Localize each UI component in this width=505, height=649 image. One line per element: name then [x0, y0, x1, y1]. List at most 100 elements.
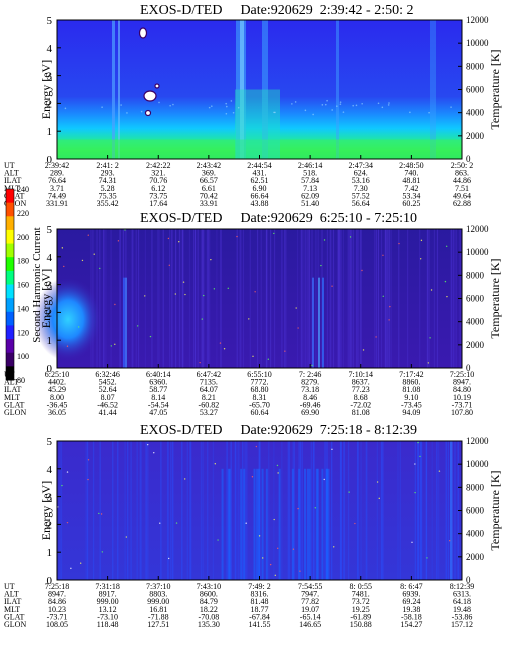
panel-3-speckle — [274, 574, 276, 577]
panel-2-ephemeris-value: 8637. — [352, 378, 370, 387]
panel-2-streak — [99, 229, 101, 368]
panel-2-speckle — [199, 361, 201, 364]
panel-2-speckle — [114, 343, 116, 345]
panel-2-streak — [151, 229, 153, 368]
panel-3-ephemeris-value: 19.48 — [453, 605, 471, 614]
panel-3-speckle — [66, 521, 69, 524]
panel-2-speckle — [99, 267, 101, 270]
panel-2-streak — [450, 229, 452, 368]
panel-3-speckle — [354, 522, 356, 525]
panel-3-y-tick-label: 3 — [47, 492, 53, 504]
panel-3-streak — [417, 441, 419, 580]
panel-2-streak — [260, 229, 262, 368]
panel-3-name: EXOS-D/TED — [140, 423, 223, 438]
colorbar-swatch — [6, 270, 14, 285]
panel-2-speckle — [182, 281, 185, 283]
panel-2-streak — [285, 229, 287, 368]
panel-2-ephemeris-value: 10.19 — [453, 393, 471, 402]
panel-3-time-range: 7:25:18 - 8:12:39 — [319, 423, 417, 438]
panel-2-speckle — [420, 239, 423, 242]
panel-2-speckle — [398, 242, 400, 245]
panel-3-speckle — [125, 536, 128, 538]
panel-3-ephemeris-value: 154.27 — [400, 620, 422, 629]
panel-1-speckle — [211, 105, 213, 107]
panel-2-ephemeris-value: 8.68 — [354, 393, 368, 402]
panel-3-streak — [293, 441, 295, 580]
panel-3-y-tick-label: 5 — [47, 436, 53, 448]
panel-2-streak — [144, 229, 147, 368]
panel-2-speckle — [273, 232, 275, 235]
panel-2-streak — [216, 229, 218, 368]
panel-1-y-tick-label: 0 — [47, 154, 53, 166]
panel-3-ephemeris-value: 150.88 — [350, 620, 372, 629]
panel-3-date: Date:920629 — [240, 423, 313, 438]
panel-3-streak — [273, 441, 275, 580]
panel-2-streak — [181, 229, 183, 368]
panel-2-speckle — [295, 307, 297, 309]
panel-3-streak — [236, 441, 238, 580]
panel-2-y2-axis: 0 2000 4000 6000 8000 10000 12000 Temperature [… — [458, 224, 502, 373]
panel-1-y2-tick-label: 8000 — [466, 61, 485, 71]
panel-3-y-tick-label: 2 — [47, 519, 53, 531]
panel-1-speckle — [101, 106, 103, 108]
panel-3-y2-tick-label: 2000 — [466, 552, 485, 562]
panel-3-ephemeris-label: ILAT — [4, 597, 21, 606]
panel-2-speckle — [254, 291, 256, 293]
panel-2-ephemeris-value: 7772. — [251, 378, 269, 387]
panel-1-speckle — [225, 102, 228, 105]
panel-1-speckle — [409, 111, 411, 114]
panel-1-ephemeris-value: 6.12 — [151, 184, 165, 193]
panel-3-speckle — [101, 551, 104, 553]
panel-2-speckle — [331, 285, 333, 287]
panel-3-speckle — [323, 478, 325, 481]
panel-2-speckle — [252, 355, 254, 358]
panel-2-streak — [273, 229, 276, 368]
panel-3-speckle — [299, 570, 301, 572]
panel-2-streak — [359, 229, 361, 368]
panel-1-y-tick-label: 1 — [47, 126, 53, 138]
panel-3-ephemeris-value: 64.18 — [453, 597, 471, 606]
panel-1-y2-tick-label: 2000 — [466, 131, 485, 141]
panel-3-streak — [145, 441, 147, 580]
panel-2-ephemeris-value: 69.90 — [301, 408, 319, 417]
panel-3-speckle — [153, 452, 155, 454]
panel-3-ephemeris-value: -61.89 — [350, 612, 371, 621]
panel-1-speckle — [120, 104, 122, 106]
panel-1-speckle — [321, 104, 324, 106]
panel-1-y2-tick-label: 4000 — [466, 108, 485, 118]
panel-3-streak — [117, 441, 119, 580]
panel-3-y2-tick-label: 6000 — [466, 506, 485, 516]
panel-3-speckle — [70, 567, 72, 570]
panel-2-streak — [308, 229, 311, 368]
panel-3-streak — [166, 441, 169, 580]
panel-3-ephemeris-value: 108.05 — [46, 620, 68, 629]
panel-1-enhancement — [235, 89, 280, 159]
panel-3-streak — [238, 441, 240, 580]
panel-3-speckle — [175, 522, 178, 524]
panel-2-streak — [455, 229, 457, 368]
panel-2-speckle — [213, 288, 216, 290]
panel-2-speckle — [362, 349, 365, 351]
panel-2-streak — [201, 229, 203, 368]
panel-1: 0 1 2 3 4 5 Energy [eV] 0 2000 4000 6000 8000 10000 1… — [4, 15, 502, 208]
panel-2-ephemeris-value: 53.27 — [200, 408, 218, 417]
panel-1-speckle — [342, 111, 345, 113]
panel-3-y2-tick-label: 8000 — [466, 482, 485, 492]
panel-2-ephemeris-value: 7:17:42 — [399, 370, 423, 379]
panel-2-streak — [266, 229, 268, 368]
panel-2-y2-tick-label: 2000 — [466, 340, 485, 350]
panel-2-ephemeris-value: 6:55:10 — [247, 370, 271, 379]
panel-3-speckle — [269, 563, 272, 566]
panel-3-streak — [189, 441, 191, 580]
panel-2-speckle — [382, 295, 384, 298]
panel-2-speckle — [168, 264, 170, 267]
panel-2-streak — [350, 229, 352, 368]
panel-2-speckle — [284, 350, 286, 352]
panel-3-ephemeris-value: 999.00 — [147, 597, 169, 606]
panel-2-speckle — [136, 325, 139, 327]
panel-2-streak — [375, 229, 377, 368]
panel-1-ephemeris-value: 70.42 — [200, 191, 218, 200]
panel-3-ephemeris-value: 7:54:55 — [298, 582, 322, 591]
panel-2-streak — [132, 229, 134, 368]
panel-3-speckle — [159, 522, 161, 524]
